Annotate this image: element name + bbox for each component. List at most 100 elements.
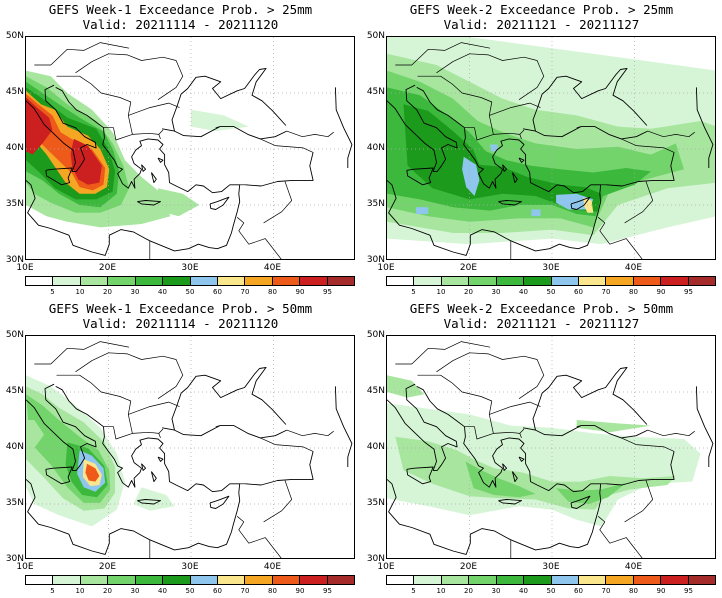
colorbar-swatch [135, 576, 164, 584]
country-border [417, 75, 494, 141]
colorbar-swatch [108, 277, 136, 285]
coastline [695, 386, 714, 467]
colorbar-swatch [551, 576, 579, 584]
colorbar-swatch [135, 277, 164, 285]
coastline [518, 157, 525, 163]
colorbar-label: 95 [323, 587, 332, 595]
colorbar-label: 70 [240, 288, 250, 296]
country-border [576, 126, 581, 129]
country-border [493, 129, 525, 135]
country-border [236, 217, 282, 259]
coastline [606, 451, 675, 486]
country-border [132, 428, 164, 434]
probability-contour [465, 461, 536, 498]
country-border [493, 428, 525, 434]
country-border [597, 516, 643, 558]
map-canvas [26, 336, 354, 558]
colorbar-swatch [578, 277, 607, 285]
coastline [137, 499, 161, 505]
coastline [55, 86, 241, 252]
colorbar-label: 30 [491, 288, 501, 296]
coastline [55, 385, 241, 551]
colorbar-swatch [387, 576, 415, 584]
country-border [286, 130, 334, 138]
latitude-label: 35N [5, 498, 24, 508]
latitude-label: 45N [366, 87, 385, 97]
colorbar-swatch [26, 576, 54, 584]
probability-map [386, 335, 716, 559]
colorbar-swatch [633, 576, 662, 584]
colorbar-swatch [190, 576, 218, 584]
longitude-label: 40E [263, 263, 282, 273]
longitude-label: 20E [98, 263, 117, 273]
colorbar-swatch [469, 576, 497, 584]
colorbar-label: 60 [213, 587, 222, 595]
colorbar-label: 90 [656, 587, 666, 595]
colorbar-label: 40 [519, 587, 528, 595]
coastline [26, 383, 97, 471]
colorbar-label: 90 [295, 288, 305, 296]
probability-contour [191, 109, 249, 132]
coastline [26, 180, 151, 256]
country-border [624, 181, 654, 224]
colorbar-label: 50 [546, 587, 556, 595]
longitude-label: 10E [377, 263, 395, 273]
colorbar [386, 575, 716, 585]
colorbar [25, 575, 355, 585]
probability-contour [403, 104, 602, 212]
colorbar-label: 50 [185, 288, 195, 296]
coastline [502, 164, 508, 172]
coastline [245, 451, 314, 486]
longitude-label: 40E [624, 562, 643, 572]
coastline [523, 126, 648, 140]
coastline [498, 200, 522, 206]
country-border [263, 181, 293, 224]
colorbar-label: 30 [130, 587, 140, 595]
country-border [128, 401, 180, 415]
coastline [334, 87, 353, 168]
coastline [26, 84, 97, 172]
colorbar-swatch [441, 277, 470, 285]
colorbar-label: 80 [268, 587, 277, 595]
colorbar-label: 50 [185, 587, 195, 595]
map-panel-4: GEFS Week-2 Exceedance Prob. > 50mm Valid… [361, 299, 722, 598]
probability-map [386, 36, 716, 260]
colorbar-label: 10 [436, 587, 446, 595]
colorbar-label: 20 [103, 288, 112, 296]
coastline [45, 167, 73, 186]
coastline [570, 196, 591, 210]
colorbar-swatch [327, 277, 355, 285]
colorbar-swatch [245, 277, 273, 285]
colorbar-swatch [414, 277, 442, 285]
country-border [158, 134, 161, 140]
colorbar-label: 20 [103, 587, 112, 595]
coastline [387, 84, 458, 172]
colorbar-swatch [53, 576, 81, 584]
country-border [75, 53, 184, 100]
country-border [128, 102, 180, 116]
probability-contour [26, 97, 53, 155]
country-border [489, 102, 541, 116]
colorbar-swatch [53, 277, 81, 285]
latitude-label: 40N [5, 143, 24, 153]
longitude-label: 20E [98, 562, 117, 572]
country-border [489, 401, 541, 415]
country-border [621, 437, 675, 452]
colorbar-label: 80 [268, 288, 277, 296]
coastline [45, 466, 73, 485]
coastline [141, 164, 147, 172]
colorbar-label: 70 [601, 288, 611, 296]
coastline [157, 456, 164, 462]
panel-title: GEFS Week-1 Exceedance Prob. > 50mm [48, 301, 313, 316]
colorbar-swatch [217, 576, 246, 584]
probability-contour [462, 156, 480, 196]
coastline [162, 126, 287, 140]
coastline [606, 152, 675, 187]
probability-contour [70, 138, 102, 185]
coastline [209, 196, 230, 210]
country-border [519, 433, 522, 439]
country-border [34, 42, 130, 66]
coastline [511, 471, 518, 483]
latitude-label: 50N [366, 31, 385, 41]
colorbar-swatch [688, 576, 716, 584]
